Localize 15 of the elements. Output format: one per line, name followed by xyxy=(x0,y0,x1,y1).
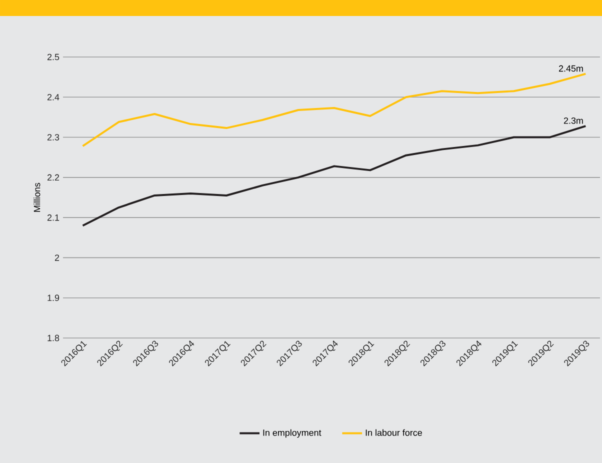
y-tick-label: 2 xyxy=(54,254,60,261)
line-series xyxy=(82,72,587,148)
y-tick-label: 2.1 xyxy=(47,214,60,221)
y-tick-label: 2.2 xyxy=(47,174,60,181)
annotation: 2.45m xyxy=(558,65,583,72)
y-axis-title: Millions xyxy=(34,182,40,212)
y-tick-label: 2.5 xyxy=(47,54,60,60)
line-series xyxy=(82,125,587,227)
y-tick-label: 2.4 xyxy=(47,94,60,100)
legend-label: In labour force xyxy=(366,429,422,436)
y-tick-label: 2.3 xyxy=(47,134,60,140)
legend-label: In employment xyxy=(263,429,322,438)
y-tick-label: 1.9 xyxy=(48,294,60,302)
y-tick-label: 1.8 xyxy=(48,334,60,342)
annotation: 2.3m xyxy=(564,117,583,124)
